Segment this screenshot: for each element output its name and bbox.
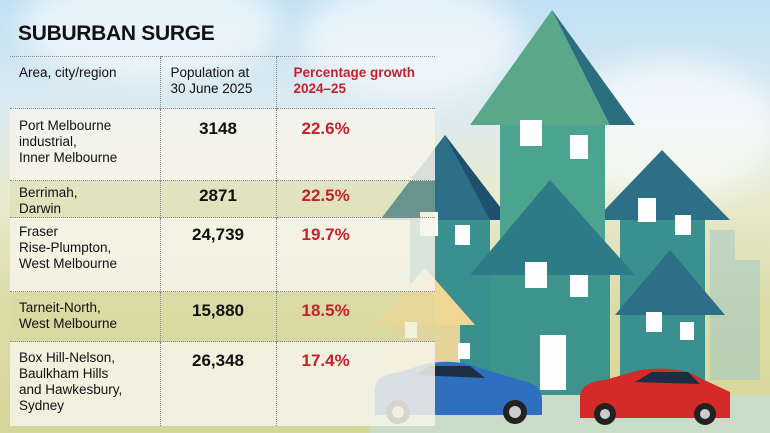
page-title: SUBURBAN SURGE bbox=[18, 22, 215, 45]
area-cell: Berrimah, Darwin bbox=[10, 180, 160, 218]
table-header: Area, city/region Population at 30 June 2… bbox=[10, 56, 435, 109]
growth-cell: 19.7% bbox=[275, 217, 435, 292]
population-cell: 24,739 bbox=[159, 217, 276, 292]
population-cell: 3148 bbox=[159, 108, 276, 181]
population-cell: 26,348 bbox=[159, 341, 276, 426]
table-row: Berrimah, Darwin 2871 22.5% bbox=[10, 180, 435, 218]
table-row: Box Hill-Nelson, Baulkham Hills and Hawkes… bbox=[10, 341, 435, 426]
header-growth: Percentage growth 2024–25 bbox=[275, 56, 435, 109]
table-row: Tarneit-North, West Melbourne 15,880 18.5… bbox=[10, 291, 435, 342]
data-table: Area, city/region Population at 30 June 2… bbox=[10, 56, 435, 426]
table-row: Fraser Rise-Plumpton, West Melbourne 24,73… bbox=[10, 217, 435, 292]
header-area: Area, city/region bbox=[10, 56, 160, 109]
skyline bbox=[710, 230, 760, 380]
growth-cell: 18.5% bbox=[275, 291, 435, 342]
growth-cell: 22.5% bbox=[275, 180, 435, 218]
area-cell: Port Melbourne industrial, Inner Melbourne bbox=[10, 108, 160, 181]
population-cell: 15,880 bbox=[159, 291, 276, 342]
red-car-icon bbox=[580, 368, 730, 425]
population-cell: 2871 bbox=[159, 180, 276, 218]
houses-illustration bbox=[370, 10, 770, 433]
growth-cell: 22.6% bbox=[275, 108, 435, 181]
area-cell: Tarneit-North, West Melbourne bbox=[10, 291, 160, 342]
area-cell: Fraser Rise-Plumpton, West Melbourne bbox=[10, 217, 160, 292]
growth-cell: 17.4% bbox=[275, 341, 435, 426]
table-row: Port Melbourne industrial, Inner Melbourne… bbox=[10, 108, 435, 181]
area-cell: Box Hill-Nelson, Baulkham Hills and Hawkes… bbox=[10, 341, 160, 426]
header-population: Population at 30 June 2025 bbox=[159, 56, 276, 109]
